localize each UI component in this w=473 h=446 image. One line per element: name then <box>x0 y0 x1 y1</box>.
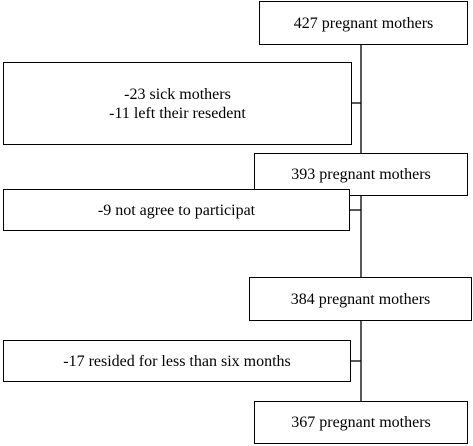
flow-box-exclusion-3: -17 resided for less than six months <box>3 340 351 382</box>
flow-box-exclusion-2: -9 not agree to participat <box>3 189 350 231</box>
step-4-text: 367 pregnant mothers <box>291 414 431 431</box>
step-2-text: 393 pregnant mothers <box>291 166 431 183</box>
flow-box-step-4: 367 pregnant mothers <box>254 401 468 444</box>
step-1-text: 427 pregnant mothers <box>293 14 434 32</box>
exclusion-3-line-1: -17 resided for less than six months <box>63 352 291 370</box>
exclusion-1-line-2: -11 left their resedent <box>109 104 246 122</box>
flow-box-step-1: 427 pregnant mothers <box>259 1 468 45</box>
step-3-text: 384 pregnant mothers <box>290 290 431 308</box>
flow-box-step-3: 384 pregnant mothers <box>249 277 472 321</box>
exclusion-2-line-1: -9 not agree to participat <box>97 201 256 219</box>
exclusion-1-line-1: -23 sick mothers <box>124 85 231 103</box>
flow-box-step-2: 393 pregnant mothers <box>254 153 468 196</box>
flow-box-exclusion-1: -23 sick mothers -11 left their resedent <box>3 62 352 145</box>
